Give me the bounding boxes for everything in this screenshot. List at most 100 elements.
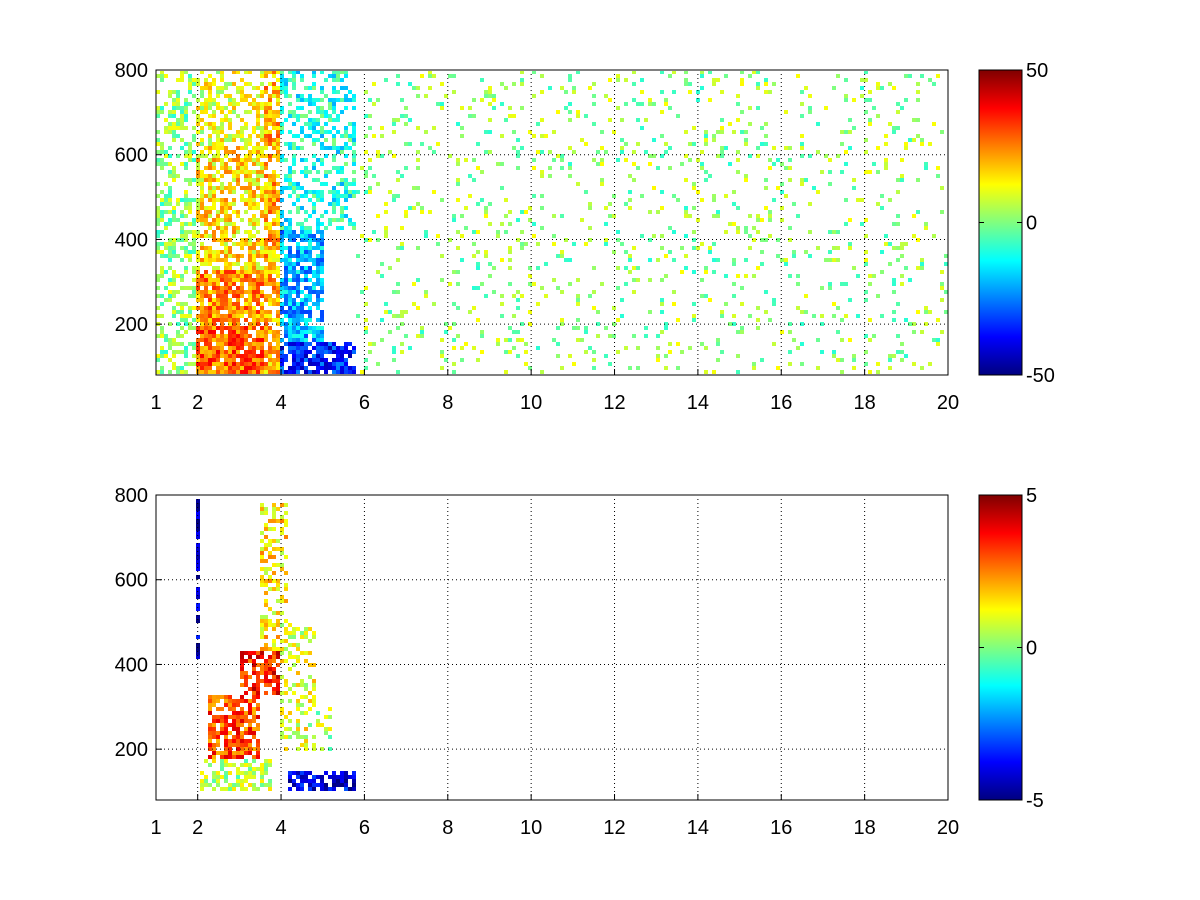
- heatmap-cell: [320, 234, 324, 238]
- heatmap-cell: [268, 302, 272, 306]
- heatmap-cell: [756, 306, 760, 310]
- heatmap-cell: [180, 230, 184, 234]
- heatmap-cell: [752, 366, 756, 370]
- heatmap-cell: [480, 282, 484, 286]
- heatmap-cell: [660, 330, 664, 334]
- heatmap-cell: [288, 286, 292, 290]
- heatmap-cell: [264, 186, 268, 190]
- heatmap-cell: [216, 178, 220, 182]
- heatmap-cell: [304, 294, 308, 298]
- heatmap-cell: [292, 274, 296, 278]
- heatmap-cell: [312, 262, 316, 266]
- heatmap-cell: [764, 290, 768, 294]
- heatmap-cell: [720, 154, 724, 158]
- heatmap-cell: [192, 82, 196, 86]
- heatmap-cell: [264, 334, 268, 338]
- heatmap-cell: [224, 743, 228, 747]
- heatmap-cell: [592, 358, 596, 362]
- heatmap-cell: [256, 278, 260, 282]
- heatmap-cell: [196, 162, 200, 166]
- heatmap-cell: [216, 274, 220, 278]
- heatmap-cell: [312, 122, 316, 126]
- heatmap-cell: [296, 731, 300, 735]
- heatmap-cell: [172, 366, 176, 370]
- heatmap-cell: [268, 326, 272, 330]
- heatmap-cell: [660, 190, 664, 194]
- heatmap-cell: [308, 290, 312, 294]
- heatmap-cell: [252, 202, 256, 206]
- heatmap-cell: [220, 298, 224, 302]
- heatmap-cell: [344, 370, 348, 374]
- heatmap-cell: [780, 182, 784, 186]
- heatmap-cell: [244, 731, 248, 735]
- heatmap-cell: [712, 194, 716, 198]
- heatmap-cell: [496, 338, 500, 342]
- heatmap-cell: [236, 278, 240, 282]
- heatmap-cell: [204, 294, 208, 298]
- heatmap-cell: [920, 258, 924, 262]
- heatmap-cell: [260, 326, 264, 330]
- heatmap-cell: [832, 302, 836, 306]
- heatmap-cell: [236, 174, 240, 178]
- heatmap-cell: [860, 222, 864, 226]
- heatmap-cell: [456, 282, 460, 286]
- heatmap-cell: [228, 102, 232, 106]
- heatmap-cell: [252, 767, 256, 771]
- heatmap-cell: [236, 314, 240, 318]
- heatmap-cell: [236, 711, 240, 715]
- heatmap-cell: [188, 102, 192, 106]
- heatmap-cell: [672, 290, 676, 294]
- heatmap-cell: [864, 150, 868, 154]
- heatmap-cell: [220, 302, 224, 306]
- heatmap-cell: [924, 226, 928, 230]
- heatmap-cell: [264, 246, 268, 250]
- heatmap-cell: [220, 182, 224, 186]
- heatmap-cell: [300, 226, 304, 230]
- heatmap-cell: [224, 138, 228, 142]
- heatmap-cell: [216, 146, 220, 150]
- heatmap-cell: [276, 274, 280, 278]
- heatmap-cell: [176, 90, 180, 94]
- heatmap-cell: [788, 322, 792, 326]
- heatmap-cell: [924, 322, 928, 326]
- heatmap-cell: [308, 170, 312, 174]
- heatmap-cell: [212, 286, 216, 290]
- heatmap-cell: [344, 142, 348, 146]
- heatmap-cell: [276, 675, 280, 679]
- heatmap-cell: [228, 266, 232, 270]
- heatmap-cell: [244, 358, 248, 362]
- heatmap-cell: [584, 350, 588, 354]
- heatmap-cell: [256, 218, 260, 222]
- heatmap-cell: [228, 182, 232, 186]
- heatmap-cell: [324, 182, 328, 186]
- heatmap-cell: [236, 767, 240, 771]
- heatmap-cell: [328, 74, 332, 78]
- heatmap-cell: [328, 202, 332, 206]
- heatmap-cell: [284, 226, 288, 230]
- heatmap-cell: [452, 74, 456, 78]
- heatmap-cell: [196, 270, 200, 274]
- heatmap-cell: [236, 783, 240, 787]
- heatmap-cell: [344, 86, 348, 90]
- heatmap-cell: [844, 98, 848, 102]
- heatmap-cell: [576, 318, 580, 322]
- heatmap-cell: [244, 751, 248, 755]
- heatmap-cell: [944, 310, 948, 314]
- heatmap-cell: [224, 150, 228, 154]
- heatmap-cell: [392, 118, 396, 122]
- heatmap-cell: [172, 122, 176, 126]
- heatmap-cell: [800, 146, 804, 150]
- heatmap-cell: [804, 86, 808, 90]
- heatmap-cell: [184, 206, 188, 210]
- heatmap-cell: [764, 82, 768, 86]
- heatmap-cell: [228, 707, 232, 711]
- heatmap-cell: [840, 358, 844, 362]
- heatmap-cell: [280, 599, 284, 603]
- heatmap-cell: [292, 70, 296, 74]
- heatmap-cell: [328, 787, 332, 791]
- heatmap-cell: [244, 727, 248, 731]
- heatmap-cell: [264, 266, 268, 270]
- heatmap-cell: [480, 334, 484, 338]
- heatmap-cell: [216, 186, 220, 190]
- heatmap-cell: [416, 150, 420, 154]
